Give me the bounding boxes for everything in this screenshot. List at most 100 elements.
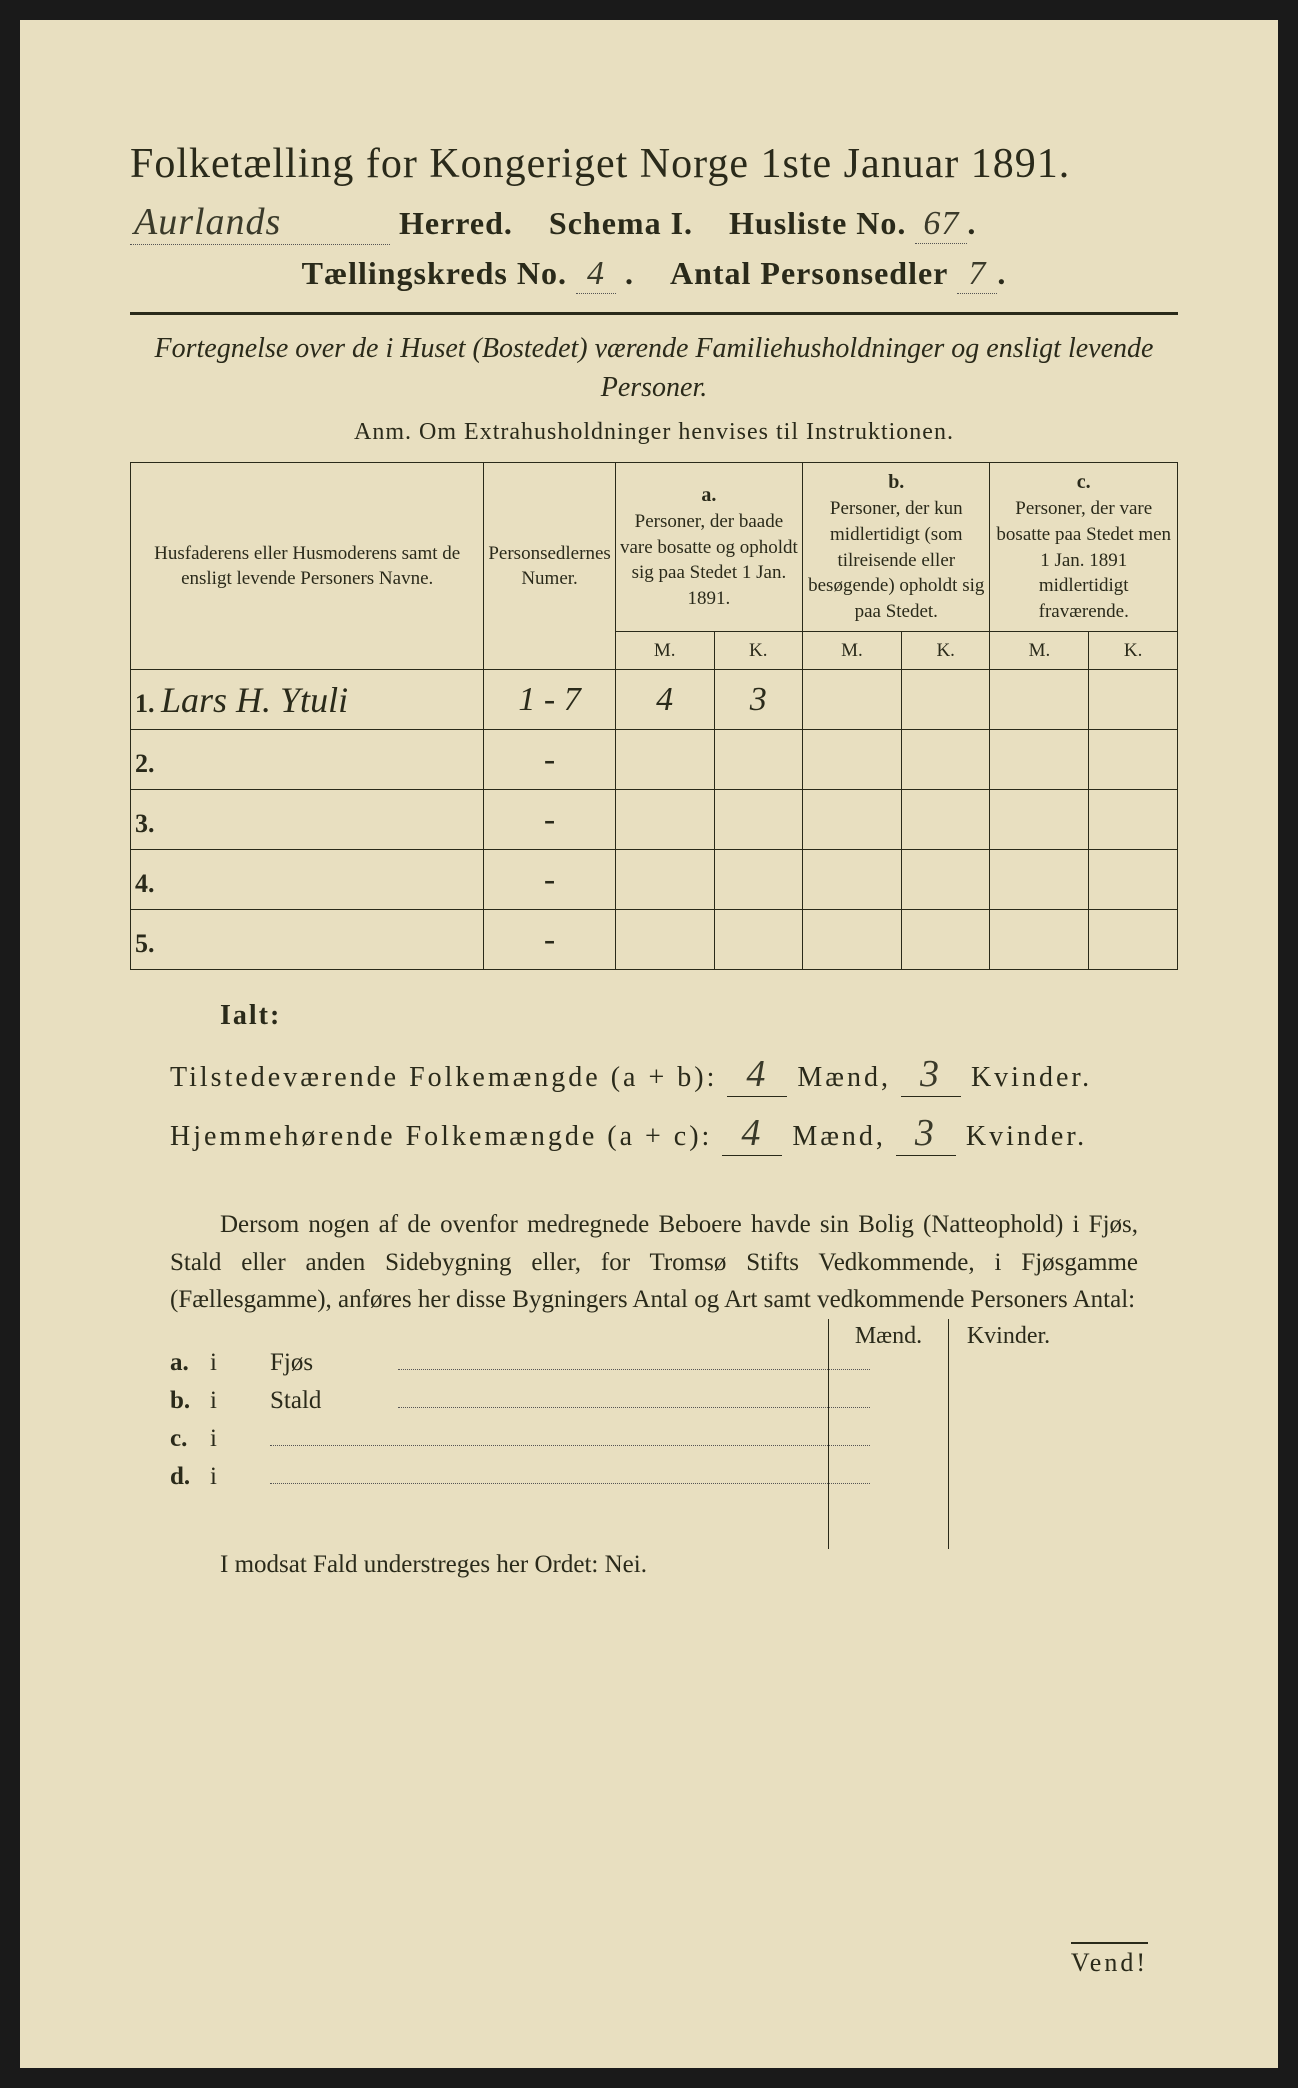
row-name-cell: 4.: [131, 850, 484, 910]
col-b: b. Personer, der kun midlertidigt (som t…: [803, 463, 990, 631]
row-sedler: 1 - 7: [484, 670, 615, 730]
col-c-text: Personer, der vare bosatte paa Stedet me…: [994, 496, 1173, 624]
antal-value: 7: [957, 255, 997, 294]
row-b-m: [803, 670, 902, 730]
antal-label: Antal Personsedler: [670, 255, 948, 291]
tilstede-line: Tilstedeværende Folkemængde (a + b): 4 M…: [170, 1052, 1178, 1097]
form-subtitle: Fortegnelse over de i Huset (Bostedet) v…: [130, 329, 1178, 407]
row-b-m: [803, 850, 902, 910]
col-a-k: K.: [714, 631, 803, 670]
col-b-k: K.: [901, 631, 990, 670]
row-c-k: [1089, 670, 1178, 730]
hjemme-k: 3: [896, 1111, 956, 1156]
building-a-i: i: [210, 1349, 270, 1377]
building-a-name: Fjøs: [270, 1349, 390, 1377]
row-b-k: [901, 790, 990, 850]
dots: [398, 1369, 870, 1370]
row-name: Lars H. Ytuli: [161, 680, 348, 720]
hjemme-line: Hjemmehørende Folkemængde (a + c): 4 Mæn…: [170, 1111, 1178, 1156]
row-num: 4.: [135, 869, 155, 898]
row-c-k: [1089, 730, 1178, 790]
row-b-k: [901, 730, 990, 790]
col-a-text: Personer, der baade vare bosatte og opho…: [620, 509, 798, 612]
tellingskreds-value: 4: [576, 255, 616, 294]
row-a-m: [615, 730, 714, 790]
tilstede-label: Tilstedeværende Folkemængde (a + b):: [170, 1062, 717, 1093]
col-a: a. Personer, der baade vare bosatte og o…: [615, 463, 802, 631]
col-c: c. Personer, der vare bosatte paa Stedet…: [990, 463, 1178, 631]
final-line: I modsat Fald understreges her Ordet: Ne…: [220, 1551, 1178, 1579]
mk-col-k: [948, 1349, 1068, 1549]
building-b-label: b.: [170, 1387, 210, 1415]
herred-label: Herred.: [399, 205, 513, 241]
row-c-k: [1089, 910, 1178, 970]
row-a-k: [714, 730, 803, 790]
table-row: 4. -: [131, 850, 1178, 910]
row-a-m: 4: [615, 670, 714, 730]
row-a-m: [615, 910, 714, 970]
col-sedler: Personsedlernes Numer.: [484, 463, 615, 670]
dots: [270, 1445, 870, 1446]
schema-label: Schema I.: [549, 205, 693, 241]
col-a-label: a.: [620, 482, 798, 509]
census-table: Husfaderens eller Husmoderens samt de en…: [130, 462, 1178, 970]
hjemme-m: 4: [722, 1111, 782, 1156]
col-c-label: c.: [994, 469, 1173, 496]
building-d-label: d.: [170, 1463, 210, 1491]
tellingskreds-label: Tællingskreds No.: [302, 255, 567, 291]
divider: [130, 312, 1178, 315]
hjemme-label: Hjemmehørende Folkemængde (a + c):: [170, 1121, 712, 1152]
row-name-cell: 1. Lars H. Ytuli: [131, 670, 484, 730]
row-c-m: [990, 910, 1089, 970]
row-a-k: [714, 910, 803, 970]
col-c-k: K.: [1089, 631, 1178, 670]
col-b-text: Personer, der kun midlertidigt (som tilr…: [807, 496, 985, 624]
row-c-k: [1089, 850, 1178, 910]
row-a-m: [615, 850, 714, 910]
row-name-cell: 2.: [131, 730, 484, 790]
husliste-label: Husliste No.: [729, 205, 906, 241]
row-sedler: -: [484, 790, 615, 850]
ialt-label: Ialt:: [220, 1000, 1178, 1032]
table-row: 2. -: [131, 730, 1178, 790]
tilstede-m: 4: [727, 1052, 787, 1097]
row-a-m: [615, 790, 714, 850]
herred-value: Aurlands: [130, 200, 390, 245]
building-c-label: c.: [170, 1425, 210, 1453]
col-a-m: M.: [615, 631, 714, 670]
header-line-2: Tællingskreds No. 4 . Antal Personsedler…: [130, 255, 1178, 294]
row-b-m: [803, 910, 902, 970]
header-line-1: Aurlands Herred. Schema I. Husliste No. …: [130, 200, 1178, 245]
page-title: Folketælling for Kongeriget Norge 1ste J…: [130, 140, 1178, 188]
census-form-page: Folketælling for Kongeriget Norge 1ste J…: [20, 20, 1278, 2068]
row-b-k: [901, 670, 990, 730]
mk-columns: [828, 1349, 1068, 1549]
row-c-m: [990, 670, 1089, 730]
row-name-cell: 3.: [131, 790, 484, 850]
row-num: 1.: [135, 689, 155, 718]
col-b-m: M.: [803, 631, 902, 670]
row-num: 5.: [135, 929, 155, 958]
row-a-k: [714, 790, 803, 850]
building-b-i: i: [210, 1387, 270, 1415]
row-c-m: [990, 790, 1089, 850]
maend-label-2: Mænd,: [792, 1121, 886, 1152]
row-sedler: -: [484, 730, 615, 790]
kvinder-label: Kvinder.: [971, 1062, 1092, 1093]
row-b-k: [901, 910, 990, 970]
row-c-m: [990, 850, 1089, 910]
buildings-list: Mænd. Kvinder. a. i Fjøs b. i Stald c. i: [170, 1349, 1138, 1491]
row-b-k: [901, 850, 990, 910]
row-c-m: [990, 730, 1089, 790]
row-sedler: -: [484, 910, 615, 970]
mk-col-m: [828, 1349, 948, 1549]
dots: [398, 1407, 870, 1408]
kvinder-label-2: Kvinder.: [966, 1121, 1087, 1152]
row-a-k: [714, 850, 803, 910]
table-row: 3. -: [131, 790, 1178, 850]
anm-note: Anm. Om Extrahusholdninger henvises til …: [130, 419, 1178, 446]
vend-label: Vend!: [1071, 1942, 1148, 1978]
row-b-m: [803, 730, 902, 790]
table-row: 5. -: [131, 910, 1178, 970]
row-c-k: [1089, 790, 1178, 850]
